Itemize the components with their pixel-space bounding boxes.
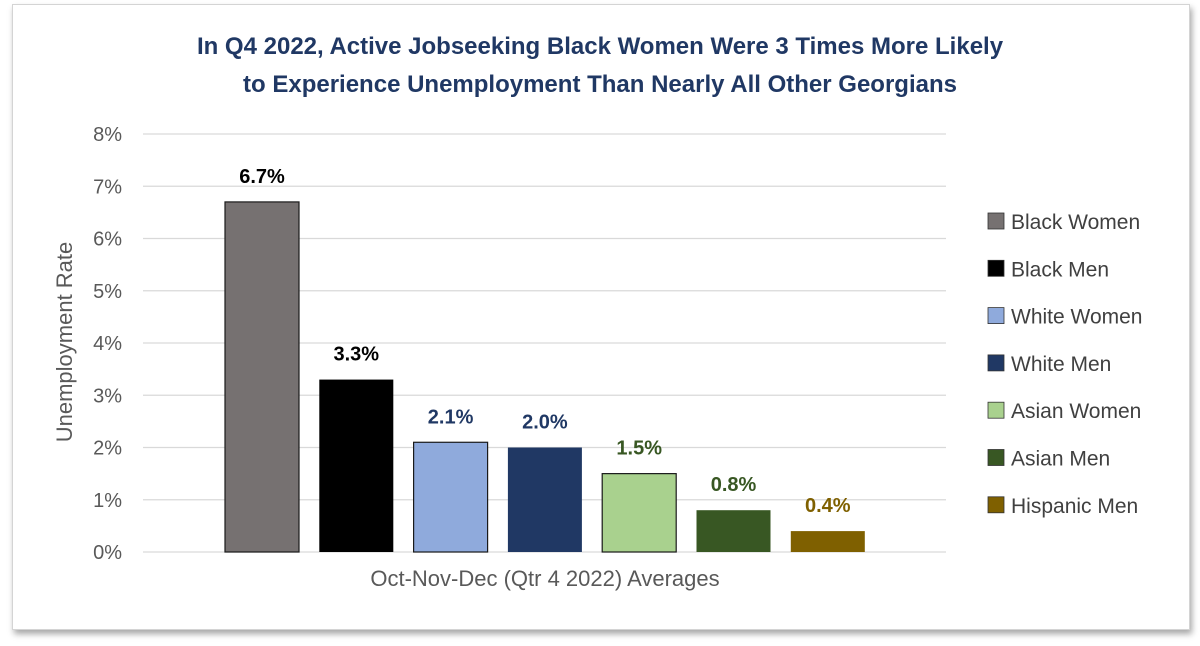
data-label-black-men: 3.3% [334,344,380,366]
bar-hispanic-men [790,531,865,552]
y-tick-label: 5% [93,281,122,303]
bar-black-men [319,379,394,552]
bars [224,201,865,553]
data-label-asian-women: 1.5% [616,438,662,460]
y-tick-label: 2% [93,438,122,460]
legend-swatch [987,354,1005,372]
legend-swatch [987,307,1005,325]
data-label-white-women: 2.1% [428,406,474,428]
data-label-hispanic-men: 0.4% [805,495,851,517]
y-axis-ticks: 0% 1% 2% 3% 4% 5% 6% 7% 8% [93,124,122,564]
legend-label: Hispanic Men [1011,495,1138,518]
data-label-white-men: 2.0% [522,412,568,434]
y-tick-label: 8% [93,124,122,146]
legend-label: White Men [1011,353,1111,376]
y-tick-label: 1% [93,490,122,512]
bar-asian-women [601,473,677,553]
bar-white-women [413,441,489,553]
y-tick-label: 4% [93,333,122,355]
x-axis-title: Oct-Nov-Dec (Qtr 4 2022) Averages [370,566,719,591]
y-tick-label: 6% [93,229,122,251]
chart-title-line-2: to Experience Unemployment Than Nearly A… [243,71,957,98]
data-labels: 6.7% 3.3% 2.1% 2.0% 1.5% 0.8% 0.4% [239,166,851,517]
legend-swatch [987,401,1005,419]
y-tick-label: 7% [93,176,122,198]
data-label-asian-men: 0.8% [711,474,757,496]
bar-white-men [507,447,582,552]
bar-black-women [224,201,300,553]
y-tick-label: 3% [93,385,122,407]
bar-asian-men [696,510,771,552]
legend-label: Asian Men [1011,448,1110,471]
legend-label: Asian Women [1011,400,1141,423]
legend-swatch [987,212,1005,230]
legend-swatch [987,259,1005,277]
legend-swatch [987,496,1005,514]
legend-label: White Women [1011,306,1143,329]
y-tick-label: 0% [93,542,122,564]
legend: Black Women Black Men White Women White Men… [987,211,1143,518]
legend-label: Black Men [1011,258,1109,281]
legend-label: Black Women [1011,211,1140,234]
y-axis-title: Unemployment Rate [52,242,77,443]
legend-swatch [987,449,1005,466]
data-label-black-women: 6.7% [239,166,285,188]
chart-title-line-1: In Q4 2022, Active Jobseeking Black Wome… [197,33,1004,60]
